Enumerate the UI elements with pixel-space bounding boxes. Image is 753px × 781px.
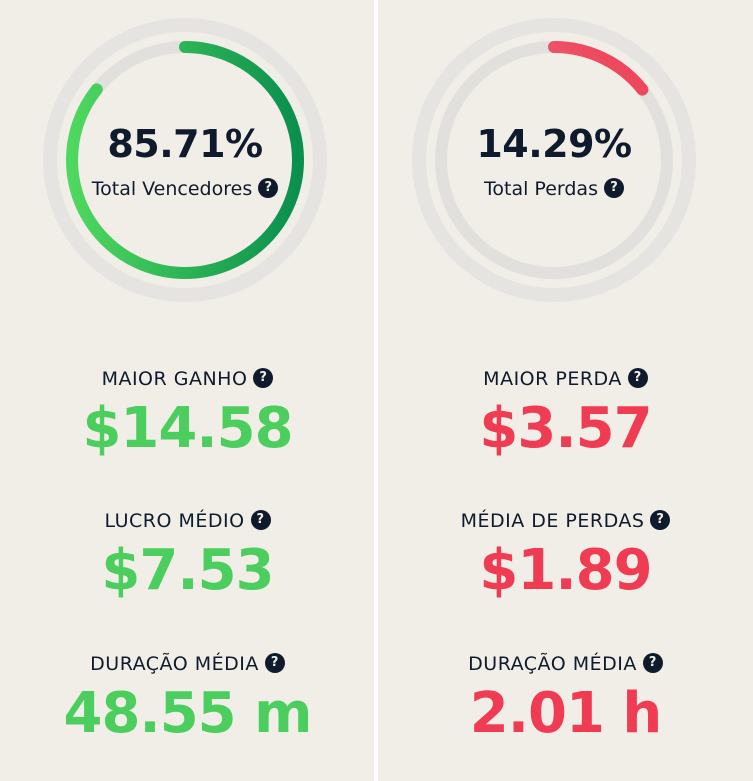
stat-maior-ganho: MAIOR GANHO? $14.58 xyxy=(0,367,375,461)
stat-maior-perda: MAIOR PERDA? $3.57 xyxy=(378,367,753,461)
losses-ring-chart xyxy=(412,18,696,302)
winners-percent: 85.71% xyxy=(107,122,263,166)
ring-face xyxy=(57,32,313,288)
losses-percent: 14.29% xyxy=(476,122,632,166)
question-circle-icon[interactable]: ? xyxy=(258,177,279,198)
ring-progress-arc xyxy=(435,41,673,279)
stat-label: MAIOR GANHO xyxy=(101,368,248,390)
stat-label-row: LUCRO MÉDIO? xyxy=(0,509,375,532)
winners-ring: 85.71% Total Vencedores? xyxy=(39,14,331,306)
stat-value: $3.57 xyxy=(479,396,652,461)
stat-label-row: MAIOR GANHO? xyxy=(0,367,375,390)
stat-label: DURAÇÃO MÉDIA xyxy=(468,653,637,675)
stat-value: $1.89 xyxy=(479,538,652,603)
stat-label-row: MAIOR PERDA? xyxy=(378,367,753,390)
winners-column: 85.71% Total Vencedores? MAIOR GANHO? $1… xyxy=(0,0,375,781)
losses-ring: 14.29% Total Perdas? xyxy=(408,14,700,306)
ring-progress-arc xyxy=(66,41,304,279)
column-divider xyxy=(374,0,378,781)
losses-column: 14.29% Total Perdas? MAIOR PERDA? $3.57 … xyxy=(378,0,753,781)
question-circle-icon[interactable]: ? xyxy=(250,509,271,530)
stat-value: $14.58 xyxy=(82,396,293,461)
stat-label: MAIOR PERDA xyxy=(483,368,622,390)
stat-label: LUCRO MÉDIO xyxy=(104,510,245,532)
stat-value: 48.55 m xyxy=(63,681,313,746)
stat-value: 2.01 h xyxy=(469,681,663,746)
losses-label-row: Total Perdas? xyxy=(408,177,700,200)
stat-lucro-medio: LUCRO MÉDIO? $7.53 xyxy=(0,509,375,603)
losses-label: Total Perdas xyxy=(484,178,598,200)
winners-ring-chart xyxy=(43,18,327,302)
stat-label-row: DURAÇÃO MÉDIA? xyxy=(0,652,375,675)
question-circle-icon[interactable]: ? xyxy=(642,652,663,673)
stat-label: MÉDIA DE PERDAS xyxy=(460,510,645,532)
winners-label: Total Vencedores xyxy=(91,178,253,200)
question-circle-icon[interactable]: ? xyxy=(650,509,671,530)
stat-value: $7.53 xyxy=(101,538,274,603)
question-circle-icon[interactable]: ? xyxy=(264,652,285,673)
question-circle-icon[interactable]: ? xyxy=(627,367,648,388)
ring-face xyxy=(426,32,682,288)
stat-label-row: MÉDIA DE PERDAS? xyxy=(378,509,753,532)
winners-label-row: Total Vencedores? xyxy=(39,177,331,200)
stat-duracao-media-perdas: DURAÇÃO MÉDIA? 2.01 h xyxy=(378,652,753,746)
question-circle-icon[interactable]: ? xyxy=(253,367,274,388)
stat-label-row: DURAÇÃO MÉDIA? xyxy=(378,652,753,675)
stat-media-de-perdas: MÉDIA DE PERDAS? $1.89 xyxy=(378,509,753,603)
question-circle-icon[interactable]: ? xyxy=(603,177,624,198)
stat-label: DURAÇÃO MÉDIA xyxy=(90,653,259,675)
stat-duracao-media-ganhos: DURAÇÃO MÉDIA? 48.55 m xyxy=(0,652,375,746)
